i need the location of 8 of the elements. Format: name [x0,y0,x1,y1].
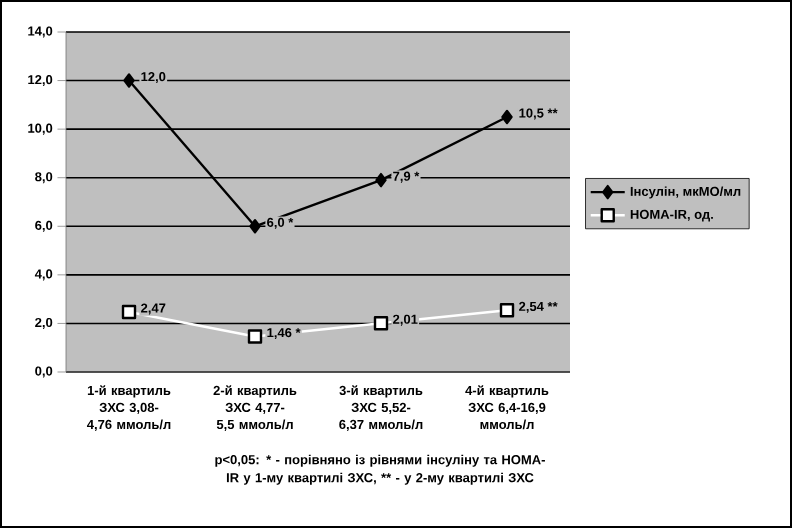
point [247,329,263,344]
point [375,172,387,188]
point [121,304,137,320]
point [501,109,513,125]
point [499,303,515,318]
point [249,219,261,234]
point [123,73,135,88]
point [373,315,389,331]
